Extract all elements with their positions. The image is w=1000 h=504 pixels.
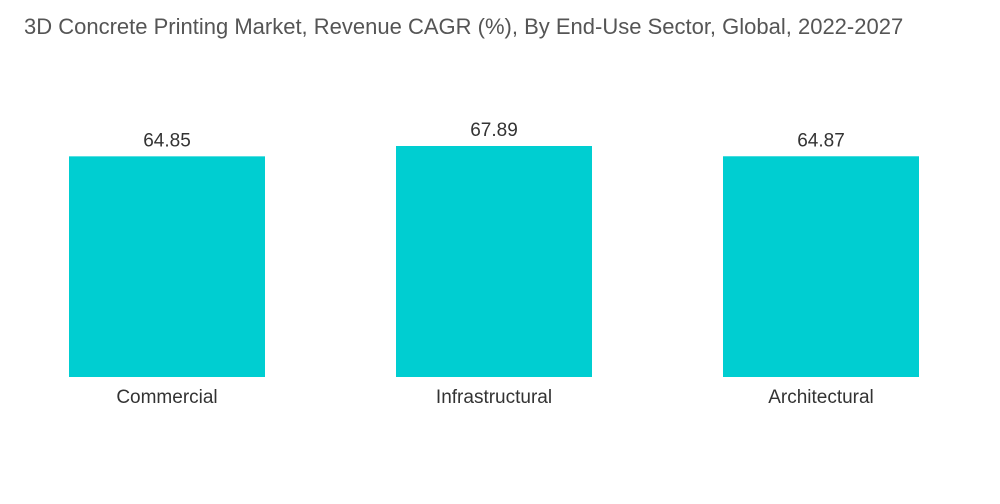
bar-commercial xyxy=(69,156,265,377)
value-label-infrastructural: 67.89 xyxy=(470,120,518,141)
chart-title: 3D Concrete Printing Market, Revenue CAG… xyxy=(24,14,904,39)
category-label-commercial: Commercial xyxy=(116,387,217,408)
category-label-architectural: Architectural xyxy=(768,387,874,408)
bar-architectural xyxy=(723,156,919,377)
bar-infrastructural xyxy=(396,146,592,377)
value-label-architectural: 64.87 xyxy=(797,130,845,151)
category-label-infrastructural: Infrastructural xyxy=(436,387,552,408)
value-label-commercial: 64.85 xyxy=(143,130,191,151)
